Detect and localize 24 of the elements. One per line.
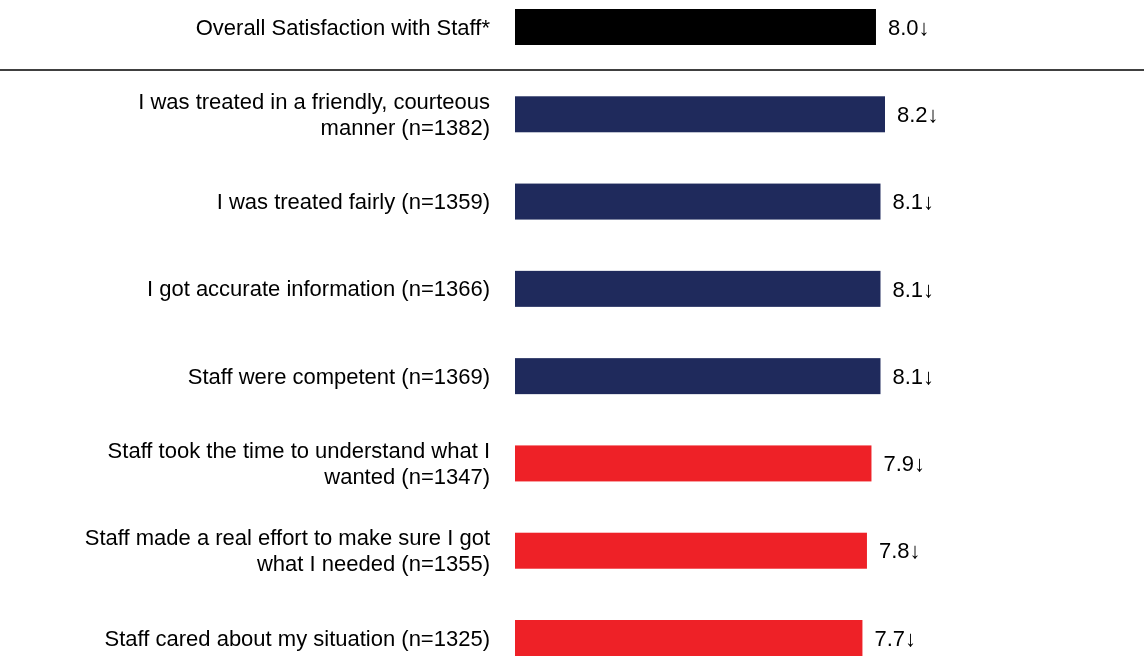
data-label: 7.7↓ — [874, 625, 917, 651]
data-label: 8.0↓ — [887, 14, 930, 40]
bar — [515, 9, 876, 45]
bar — [515, 358, 881, 395]
y-tick-label: Staff took the time to understand what I wanted (n=1347) — [107, 437, 490, 490]
data-label: 8.2↓ — [897, 101, 939, 127]
y-tick-label: I was treated fairly (n=1359) — [216, 189, 490, 215]
bar — [515, 445, 872, 482]
y-tick-label: Staff made a real effort to make sure I got what I needed (n=1355) — [84, 525, 490, 577]
data-label: 8.1↓ — [892, 189, 935, 215]
bar — [515, 532, 867, 569]
data-label: 7.8↓ — [878, 538, 921, 564]
bar — [515, 183, 881, 220]
y-tick-label: I got accurate information (n=1366) — [146, 276, 490, 302]
data-label: 7.9↓ — [883, 451, 926, 477]
y-tick-label: I was treated in a friendly, courteous manner (n=1382) — [138, 88, 490, 141]
data-label: 8.1↓ — [892, 276, 935, 302]
y-tick-label: Staff cared about my situation (n=1325) — [104, 625, 490, 651]
bar — [515, 96, 885, 133]
y-tick-label: Staff were competent (n=1369) — [187, 363, 490, 389]
y-tick-label: Overall Satisfaction with Staff* — [195, 14, 491, 40]
data-label: 8.1↓ — [892, 363, 935, 389]
bar — [515, 620, 863, 656]
bar — [515, 270, 881, 307]
